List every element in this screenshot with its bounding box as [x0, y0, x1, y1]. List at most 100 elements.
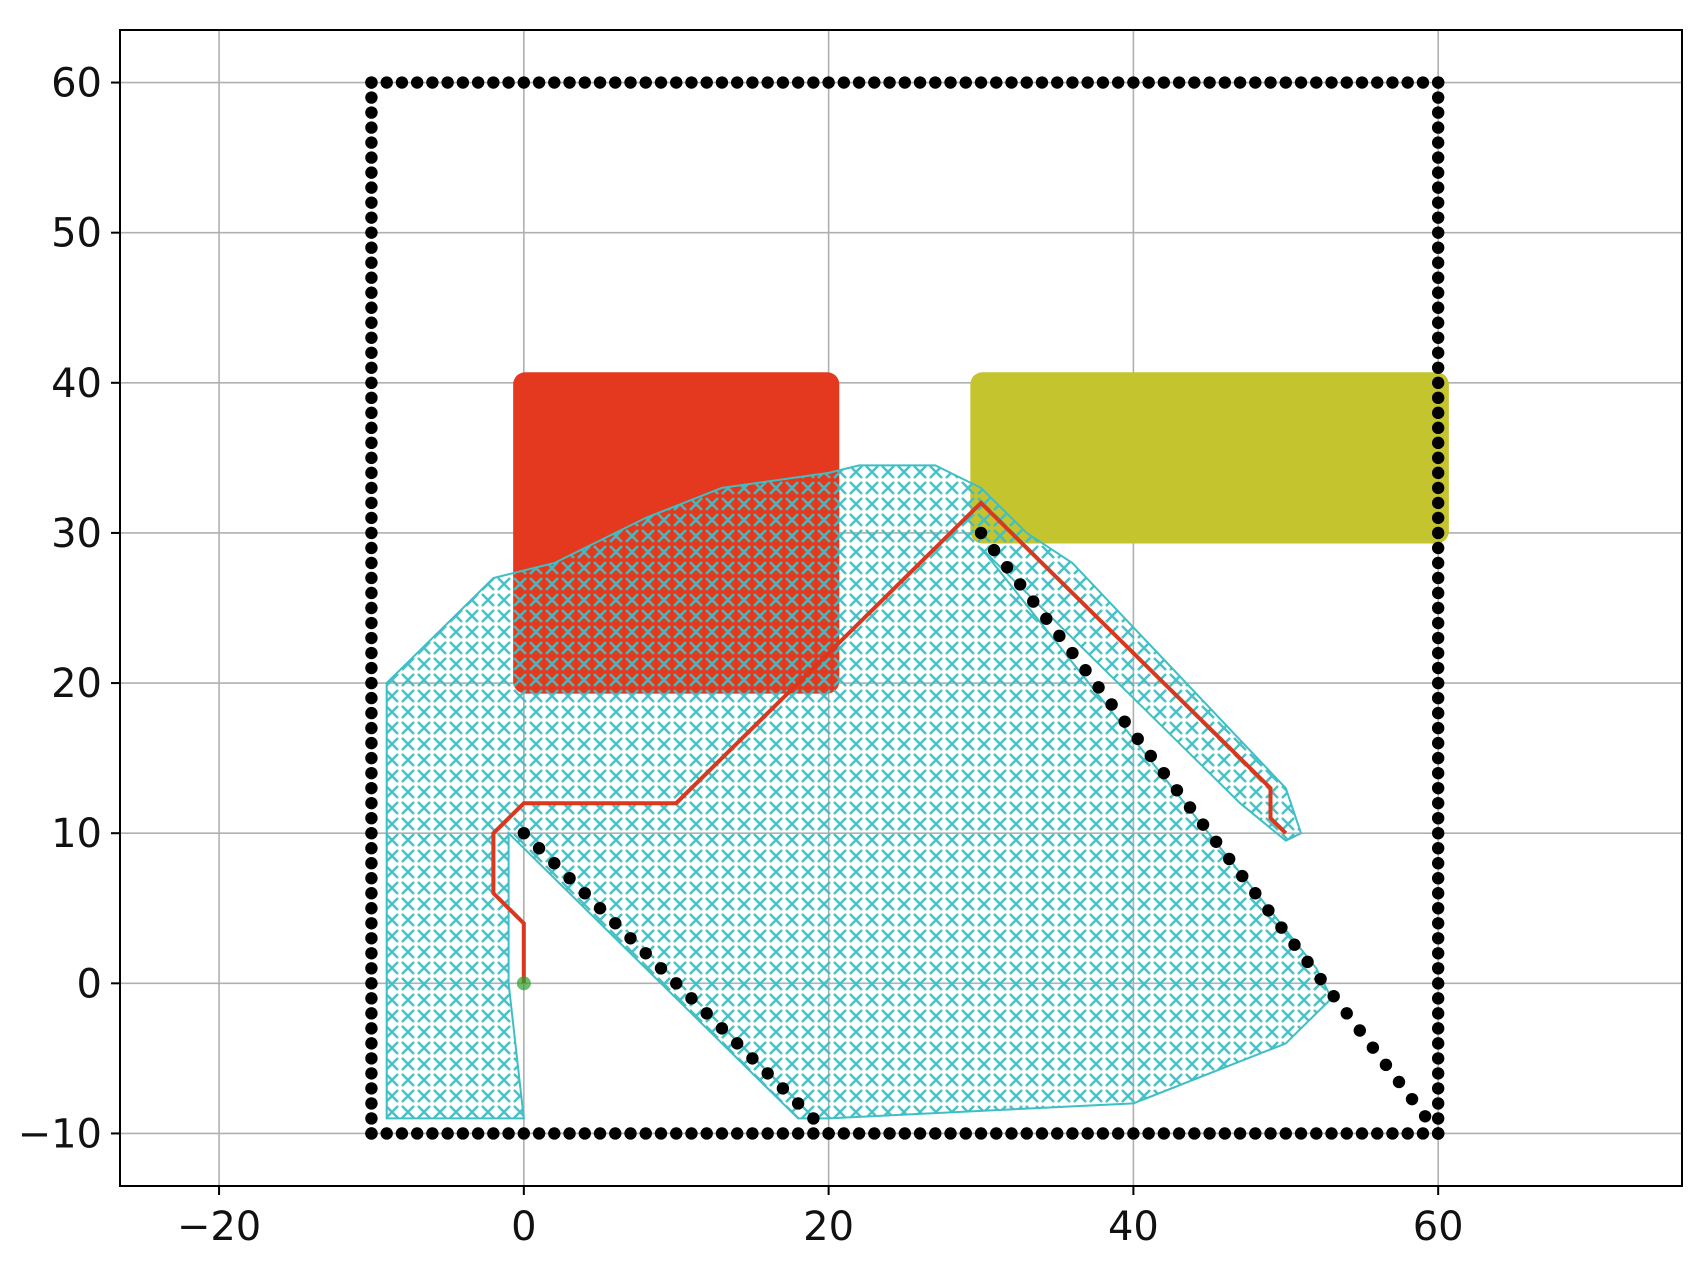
diagonal-wall-dot — [654, 962, 668, 975]
boundary-dot — [609, 1127, 622, 1140]
boundary-dot — [1431, 316, 1445, 329]
boundary-dot — [365, 166, 378, 179]
boundary-dot — [730, 76, 744, 89]
boundary-dot — [365, 256, 378, 269]
boundary-dot — [1431, 842, 1445, 855]
boundary-dot — [395, 1127, 409, 1140]
boundary-dot — [883, 76, 896, 89]
boundary-dot — [365, 902, 378, 915]
boundary-dot — [365, 1097, 378, 1110]
diagonal-wall-dot — [1379, 1058, 1393, 1072]
boundary-dot — [1431, 1052, 1445, 1065]
boundary-dot — [1096, 76, 1110, 89]
diagonal-wall-dot — [1327, 989, 1340, 1003]
boundary-dot — [1096, 1127, 1110, 1140]
boundary-dot — [1431, 1067, 1445, 1080]
boundary-dot — [1203, 76, 1216, 89]
boundary-dot — [1218, 1127, 1232, 1140]
boundary-dot — [1111, 1127, 1125, 1140]
boundary-dot — [365, 1112, 378, 1125]
boundary-dot — [1431, 226, 1445, 239]
diagonal-wall-dot — [1105, 698, 1118, 711]
diagonal-wall-dot — [715, 1022, 729, 1035]
boundary-dot — [365, 301, 378, 314]
boundary-dot — [502, 76, 515, 89]
boundary-dot — [365, 781, 378, 795]
diagonal-wall-dot — [532, 842, 546, 855]
boundary-dot — [1431, 917, 1445, 930]
obstacle-walls — [365, 76, 1445, 1140]
boundary-dot — [365, 376, 378, 390]
boundary-dot — [1294, 76, 1308, 89]
boundary-dot — [1431, 796, 1445, 810]
boundary-dot — [609, 76, 622, 89]
boundary-dot — [365, 211, 378, 224]
boundary-dot — [1431, 166, 1445, 179]
boundary-dot — [1355, 76, 1369, 89]
boundary-dot — [1249, 1127, 1262, 1140]
diagonal-wall-dot — [1340, 1007, 1353, 1020]
boundary-dot — [791, 1127, 805, 1140]
diagonal-wall-dot — [548, 857, 561, 870]
boundary-dot — [365, 992, 378, 1005]
boundary-dot — [1431, 811, 1445, 825]
boundary-dot — [1431, 601, 1445, 615]
boundary-dot — [1431, 781, 1445, 795]
boundary-dot — [837, 76, 851, 89]
diagonal-wall-dot — [1209, 835, 1223, 848]
boundary-dot — [1431, 751, 1445, 765]
boundary-dot — [365, 1067, 378, 1080]
boundary-dot — [365, 1037, 378, 1050]
boundary-dot — [1431, 962, 1445, 975]
boundary-dot — [426, 76, 439, 89]
boundary-dot — [670, 1127, 683, 1140]
boundary-dot — [380, 76, 393, 89]
diagonal-wall-dot — [1079, 663, 1092, 677]
diagonal-wall-dot — [1353, 1024, 1367, 1037]
boundary-dot — [365, 811, 378, 825]
boundary-dot — [1203, 1127, 1216, 1140]
boundary-dot — [365, 556, 378, 570]
diagonal-wall-dot — [730, 1037, 744, 1050]
boundary-dot — [365, 1052, 378, 1065]
diagonal-wall-dot — [685, 992, 698, 1005]
y-tick-label: 10 — [51, 811, 102, 857]
boundary-dot — [365, 136, 378, 149]
x-tick-label: 0 — [511, 1204, 536, 1250]
boundary-dot — [1431, 872, 1445, 885]
boundary-dot — [700, 76, 713, 89]
boundary-dot — [852, 76, 866, 89]
diagonal-wall-dot — [1013, 578, 1027, 591]
boundary-dot — [1188, 76, 1201, 89]
boundary-dot — [1371, 1127, 1384, 1140]
boundary-dot — [365, 196, 378, 209]
boundary-dot — [1431, 241, 1445, 254]
boundary-dot — [1431, 376, 1445, 390]
boundary-dot — [1431, 346, 1445, 359]
boundary-dot — [1431, 361, 1445, 374]
boundary-dot — [365, 691, 378, 705]
boundary-dot — [1035, 1127, 1049, 1140]
boundary-dot — [1431, 106, 1445, 119]
boundary-dot — [883, 1127, 896, 1140]
boundary-dot — [1340, 1127, 1353, 1140]
boundary-dot — [700, 1127, 713, 1140]
diagonal-wall-dot — [1314, 972, 1327, 986]
diagonal-wall-dot — [700, 1007, 713, 1020]
boundary-dot — [654, 76, 668, 89]
data-layer — [365, 76, 1449, 1140]
boundary-dot — [990, 1127, 1003, 1140]
boundary-dot — [593, 76, 607, 89]
boundary-dot — [365, 121, 378, 134]
boundary-dot — [868, 76, 881, 89]
boundary-dot — [1431, 676, 1445, 690]
boundary-dot — [1431, 556, 1445, 570]
boundary-dot — [1431, 706, 1445, 720]
boundary-dot — [1188, 1127, 1201, 1140]
boundary-dot — [548, 76, 561, 89]
boundary-dot — [365, 826, 378, 840]
boundary-dot — [913, 76, 927, 89]
boundary-dot — [746, 1127, 759, 1140]
